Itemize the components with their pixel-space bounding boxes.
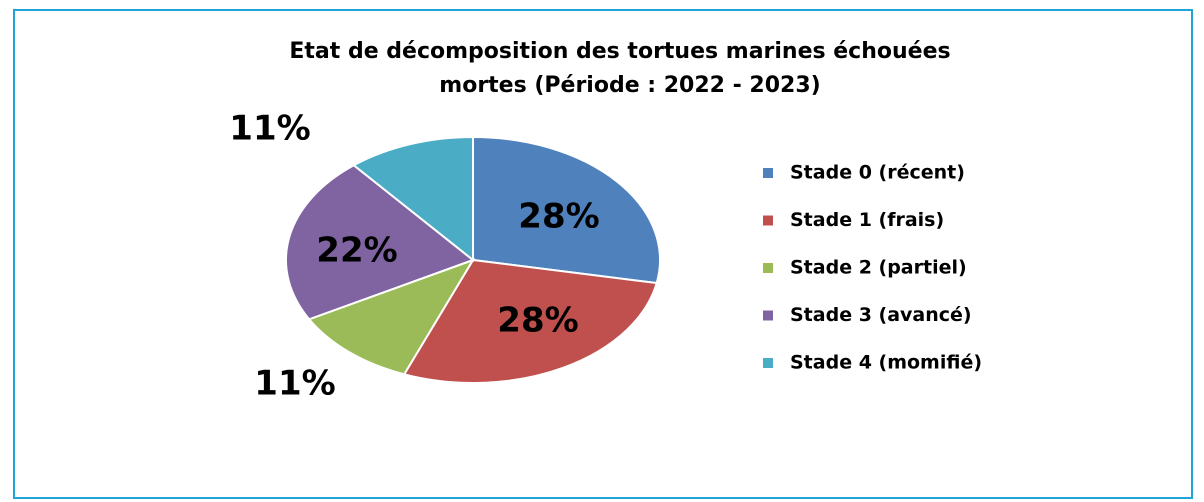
data-label: 28%	[518, 197, 599, 237]
legend-swatch	[763, 310, 773, 321]
data-label: 28%	[497, 301, 578, 341]
legend-swatch	[763, 263, 773, 273]
legend-label: Stade 3 (avancé)	[790, 304, 972, 326]
legend-swatch	[763, 215, 773, 226]
data-label: 11%	[229, 109, 310, 149]
legend-label: Stade 2 (partiel)	[790, 257, 967, 279]
legend-label: Stade 0 (récent)	[790, 162, 965, 184]
pie-slice	[285, 164, 476, 321]
legend-swatch	[763, 168, 773, 178]
chart-title: mortes (Période : 2022 - 2023)	[439, 73, 820, 98]
pie-slice	[307, 258, 476, 376]
pie-slice	[351, 135, 474, 263]
legend-label: Stade 4 (momifié)	[790, 352, 982, 374]
data-label: 11%	[254, 364, 335, 404]
pie-slice	[472, 135, 661, 285]
pie-slice	[402, 258, 658, 384]
chart-title: Etat de décomposition des tortues marine…	[289, 39, 950, 64]
legend-label: Stade 1 (frais)	[790, 209, 944, 231]
legend-swatch	[763, 358, 773, 368]
data-label: 22%	[316, 231, 397, 271]
